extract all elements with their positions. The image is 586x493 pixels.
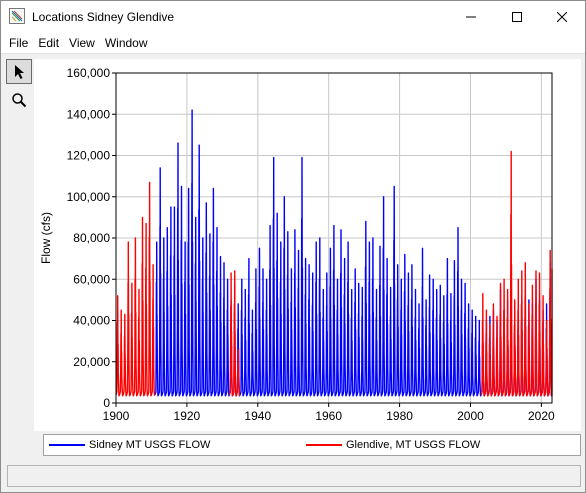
menu-separator: [1, 53, 585, 54]
menu-file[interactable]: File: [9, 35, 29, 50]
y-tick-label: 60,000: [73, 272, 110, 286]
y-tick-label: 80,000: [73, 231, 110, 245]
legend-entry-sidney: Sidney MT USGS FLOW: [49, 439, 210, 451]
status-bar: [7, 465, 581, 487]
x-tick-label: 1940: [244, 409, 271, 423]
y-tick-label: 120,000: [67, 149, 111, 163]
minimize-button[interactable]: [448, 1, 494, 32]
zoom-magnifier-icon: [12, 92, 27, 107]
x-tick-label: 1920: [174, 409, 201, 423]
legend-swatch-glendive: [306, 444, 342, 446]
x-tick-label: 2000: [457, 409, 484, 423]
plot-frame: [115, 72, 553, 404]
menu-edit[interactable]: Edit: [38, 35, 60, 50]
y-axis-label: Flow (cfs): [39, 212, 53, 264]
menu-window[interactable]: Window: [104, 35, 148, 50]
chart-legend: Sidney MT USGS FLOW Glendive, MT USGS FL…: [43, 434, 581, 456]
close-icon: [557, 11, 567, 22]
series-line-glendive: [480, 150, 553, 397]
y-tick-label: 0: [103, 396, 110, 410]
x-tick-label: 1900: [103, 409, 130, 423]
legend-entry-glendive: Glendive, MT USGS FLOW: [306, 439, 480, 451]
series-line-glendive: [228, 270, 241, 397]
menu-bar: File Edit View Window: [1, 32, 585, 53]
series-line-glendive: [115, 181, 156, 397]
x-tick-label: 2020: [528, 409, 555, 423]
window-title: Locations Sidney Glendive: [32, 10, 175, 24]
flow-chart[interactable]: 0 20,000 40,000 60,000 80,000 100,000 120,000 1…: [34, 59, 581, 431]
legend-label-glendive: Glendive, MT USGS FLOW: [346, 439, 481, 451]
chart-app-icon: [9, 8, 25, 24]
close-button[interactable]: [539, 1, 585, 32]
zoom-tool-button[interactable]: [6, 87, 32, 112]
menu-view[interactable]: View: [69, 35, 95, 50]
y-tick-label: 40,000: [73, 314, 110, 328]
minimize-icon: [466, 16, 476, 17]
y-tick-label: 20,000: [73, 355, 110, 369]
y-tick-label: 140,000: [67, 107, 111, 121]
y-tick-label: 160,000: [67, 66, 111, 80]
maximize-icon: [512, 11, 522, 22]
pointer-tool-button[interactable]: [6, 59, 32, 84]
pointer-arrow-icon: [15, 64, 24, 79]
legend-swatch-sidney: [49, 444, 85, 446]
y-tick-label: 100,000: [67, 190, 111, 204]
legend-label-sidney: Sidney MT USGS FLOW: [89, 439, 211, 451]
x-tick-label: 1980: [386, 409, 413, 423]
x-tick-label: 1960: [315, 409, 342, 423]
maximize-button[interactable]: [494, 1, 540, 32]
title-bar[interactable]: Locations Sidney Glendive: [1, 1, 585, 32]
